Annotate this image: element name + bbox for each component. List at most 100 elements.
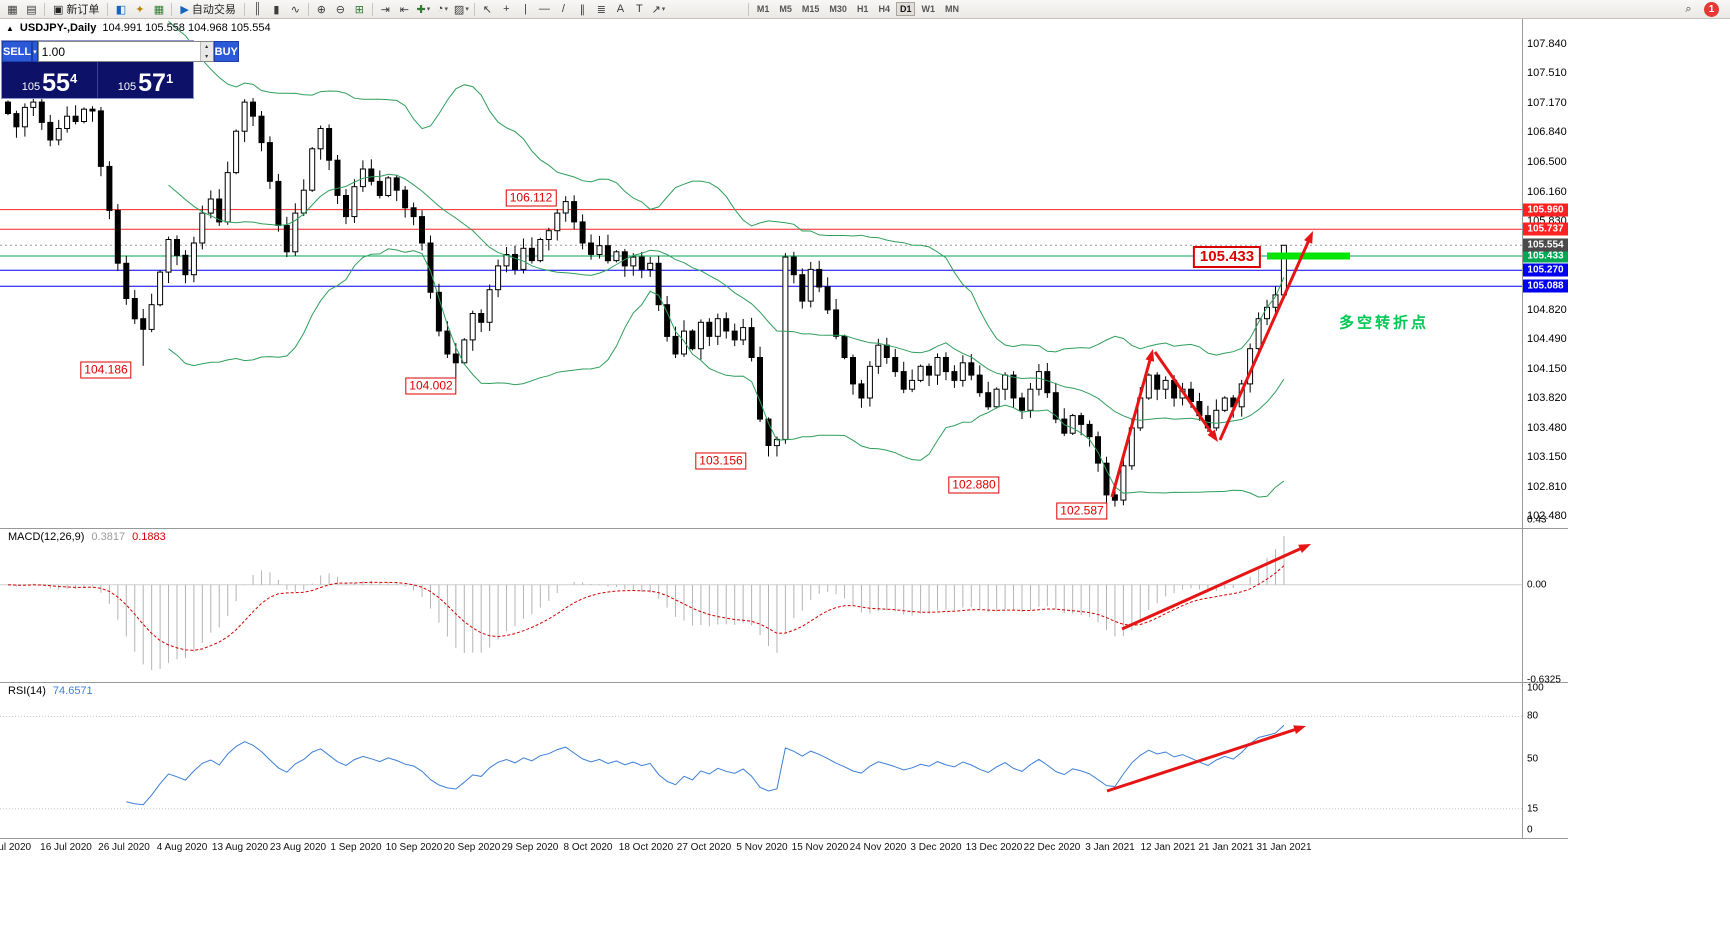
current-price-badge: 105.554 [1523,238,1568,252]
highlight-segment[interactable] [1267,252,1350,260]
price-callout[interactable]: 104.186 [80,361,132,379]
notification-badge[interactable]: 1 [1704,1,1719,17]
timeframe-h4[interactable]: H4 [878,4,890,14]
lot-spinner[interactable]: ▴ ▾ [199,42,213,61]
timeframe-m30[interactable]: M30 [829,4,847,14]
timeframe-mn[interactable]: MN [944,4,959,14]
search-icon[interactable]: ⌕ [1685,2,1692,15]
label-tool[interactable]: T [630,1,649,18]
text-tool[interactable]: A [611,1,630,18]
new-order-button[interactable]: ▣ 新订单 [48,1,104,18]
order-dropdown-icon[interactable]: ▾ [32,41,38,62]
price-callout-highlight[interactable]: 105.433 [1192,246,1262,268]
buy-button[interactable]: BUY [213,41,239,62]
date-label: 18 Oct 2020 [618,842,674,853]
vertical-line-tool[interactable]: | [516,1,535,18]
price-callout[interactable]: 102.880 [948,476,1000,494]
trend-arrow[interactable] [1110,353,1154,498]
price-badge: 105.960 [1523,203,1568,217]
date-label: 8 Oct 2020 [563,842,613,853]
profiles-button[interactable]: ▤ [22,1,41,18]
zoom-in-button[interactable]: ⊕ [312,1,331,18]
lot-size-input[interactable] [38,42,200,61]
buy-price[interactable]: 105 57 1 [97,62,193,98]
main-chart-canvas[interactable] [0,19,1568,528]
lot-spinner-up-icon[interactable]: ▴ [200,42,213,52]
autotrading-button[interactable]: ▶ 自动交易 [175,1,240,18]
templates-button-dropdown-icon[interactable]: ▾ [465,6,469,13]
fibonacci-tool[interactable]: ≣ [592,1,611,18]
trendline-tool[interactable]: / [554,1,573,18]
periods-button-dropdown-icon[interactable]: ▾ [444,6,448,13]
market-watch-button[interactable]: ◧ [111,1,130,18]
candlestick-chart-icon: ▮ [273,3,280,16]
trend-arrow[interactable] [1106,726,1302,793]
rsi-axis-label: 0 [1527,824,1533,836]
rsi-line [126,724,1285,806]
line-chart-button[interactable]: ∿ [286,1,305,18]
price-callout[interactable]: 102.587 [1056,502,1108,520]
timeframe-m1[interactable]: M1 [756,4,770,14]
date-label: 4 Aug 2020 [156,842,208,853]
crosshair-icon: + [503,3,510,15]
sell-price-sup: 4 [69,71,78,86]
arrows-tool-dropdown-icon[interactable]: ▾ [661,6,666,13]
candles[interactable] [5,95,1287,507]
auto-scroll-button[interactable]: ⇥ [376,1,395,18]
timeframe-m15[interactable]: M15 [801,4,820,14]
toolbar-separator [243,2,245,16]
price-callout[interactable]: 104.002 [405,377,457,395]
terminal-button[interactable]: ▦ [149,1,168,18]
macd-panel-canvas[interactable] [0,528,1568,682]
navigator-button[interactable]: ✦ [130,1,149,18]
toolbar-separator [171,2,173,16]
rsi-name: RSI(14) [8,685,46,697]
new-chart-button[interactable]: ▦ [3,1,22,18]
panel-separator[interactable] [0,682,1568,683]
timeframe-w1[interactable]: W1 [921,4,935,14]
new-chart-icon: ▦ [7,3,18,16]
panel-separator[interactable] [0,838,1568,839]
sell-button[interactable]: SELL [2,41,33,62]
arrows-tool[interactable]: ↗ ▾ [649,1,668,18]
price-callout[interactable]: 106.112 [505,189,557,207]
date-label: 29 Sep 2020 [501,842,559,853]
rsi-panel-canvas[interactable] [0,682,1568,838]
price-axis[interactable] [1522,19,1568,838]
collapse-panel-icon[interactable]: ▲ [6,23,14,33]
tile-windows-button[interactable]: ⊞ [350,1,369,18]
indicators-button-dropdown-icon[interactable]: ▾ [426,6,431,13]
date-label: 12 Jan 2021 [1140,842,1196,853]
line-chart-icon: ∿ [290,3,300,16]
lot-spinner-down-icon[interactable]: ▾ [200,51,213,61]
panel-separator[interactable] [0,528,1568,529]
chart-shift-button[interactable]: ⇤ [395,1,414,18]
candlestick-chart-button[interactable]: ▮ [267,1,286,18]
templates-button[interactable]: ▨ ▾ [452,1,471,18]
zoom-out-button[interactable]: ⊖ [331,1,350,18]
timeframe-d1[interactable]: D1 [895,2,916,16]
date-label: 21 Jan 2021 [1198,842,1254,853]
price-badge: 105.737 [1523,222,1568,236]
channel-tool[interactable]: ∥ [573,1,592,18]
buy-price-main: 57 [138,69,166,97]
sell-price[interactable]: 105 55 4 [2,62,97,98]
periods-button[interactable]: ◔ ▾ [433,1,452,18]
trend-arrow[interactable] [1121,544,1308,631]
trend-arrow[interactable] [1153,351,1217,439]
annotation-note[interactable]: 多空转折点 [1338,314,1430,332]
profiles-icon: ▤ [26,3,37,16]
navigator-icon: ✦ [135,3,145,16]
timeframe-m5[interactable]: M5 [779,4,792,14]
bar-chart-button[interactable]: ║ [248,1,267,18]
toolbar-separator [307,2,309,16]
price-callout[interactable]: 103.156 [695,452,747,470]
cursor-tool[interactable]: ↖ [478,1,497,18]
horizontal-line-tool[interactable]: — [535,1,554,18]
trend-arrow[interactable] [1218,234,1313,441]
macd-main-value: 0.3817 [91,531,126,543]
indicators-button[interactable]: ✚ ▾ [414,1,433,18]
crosshair-tool[interactable]: + [497,1,516,18]
bar-chart-icon: ║ [253,3,262,15]
timeframe-h1[interactable]: H1 [856,4,869,14]
